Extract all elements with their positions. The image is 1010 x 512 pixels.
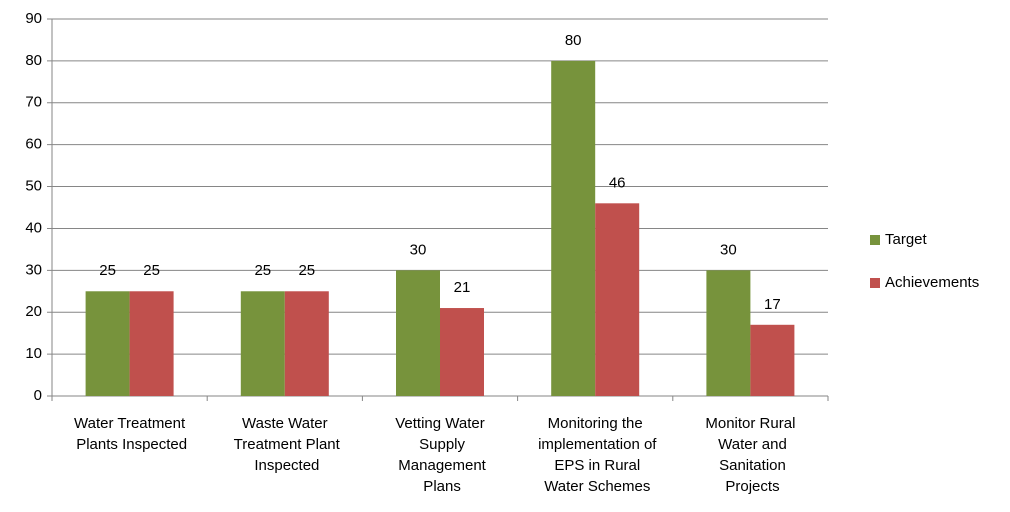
y-tick-label: 10 [25, 345, 42, 362]
data-label: 25 [99, 262, 116, 279]
data-label: 25 [298, 262, 315, 279]
bar [240, 291, 285, 396]
bar [284, 291, 329, 396]
legend-swatch [870, 235, 880, 245]
legend-label: Target [885, 231, 928, 248]
bar [440, 308, 484, 396]
y-tick-label: 90 [25, 10, 42, 27]
bar [85, 291, 130, 396]
x-tick-label: Vetting Water Supply Management Plans [394, 415, 487, 495]
y-tick-label: 0 [34, 387, 42, 404]
data-label: 46 [609, 174, 626, 191]
x-tick-label: Monitor Rural Water and Sanitation Proje… [705, 415, 795, 495]
bar [551, 60, 596, 397]
data-label: 30 [410, 241, 427, 258]
data-label: 30 [720, 241, 737, 258]
bar [595, 203, 640, 396]
y-tick-label: 40 [25, 219, 42, 236]
y-tick-label: 50 [25, 178, 42, 195]
legend-swatch [870, 278, 880, 288]
x-tick-label: Water Treatment Plants Inspected [72, 415, 187, 453]
legend-label: Achievements [885, 274, 979, 291]
data-label: 21 [454, 279, 471, 296]
bar [129, 291, 174, 396]
data-label: 25 [143, 262, 160, 279]
data-label: 17 [764, 296, 781, 313]
y-tick-label: 20 [25, 303, 42, 320]
y-tick-label: 30 [25, 261, 42, 278]
y-tick-label: 80 [25, 52, 42, 69]
data-label: 25 [254, 262, 271, 279]
data-label: 80 [565, 32, 582, 49]
x-tick-label: Monitoring the implementation of EPS in … [534, 415, 657, 495]
y-tick-label: 60 [25, 136, 42, 153]
bar [396, 270, 440, 396]
bar [750, 324, 795, 396]
y-tick-label: 70 [25, 94, 42, 111]
x-tick-label: Waste Water Treatment Plant Inspected [230, 415, 341, 474]
bar [706, 270, 751, 396]
